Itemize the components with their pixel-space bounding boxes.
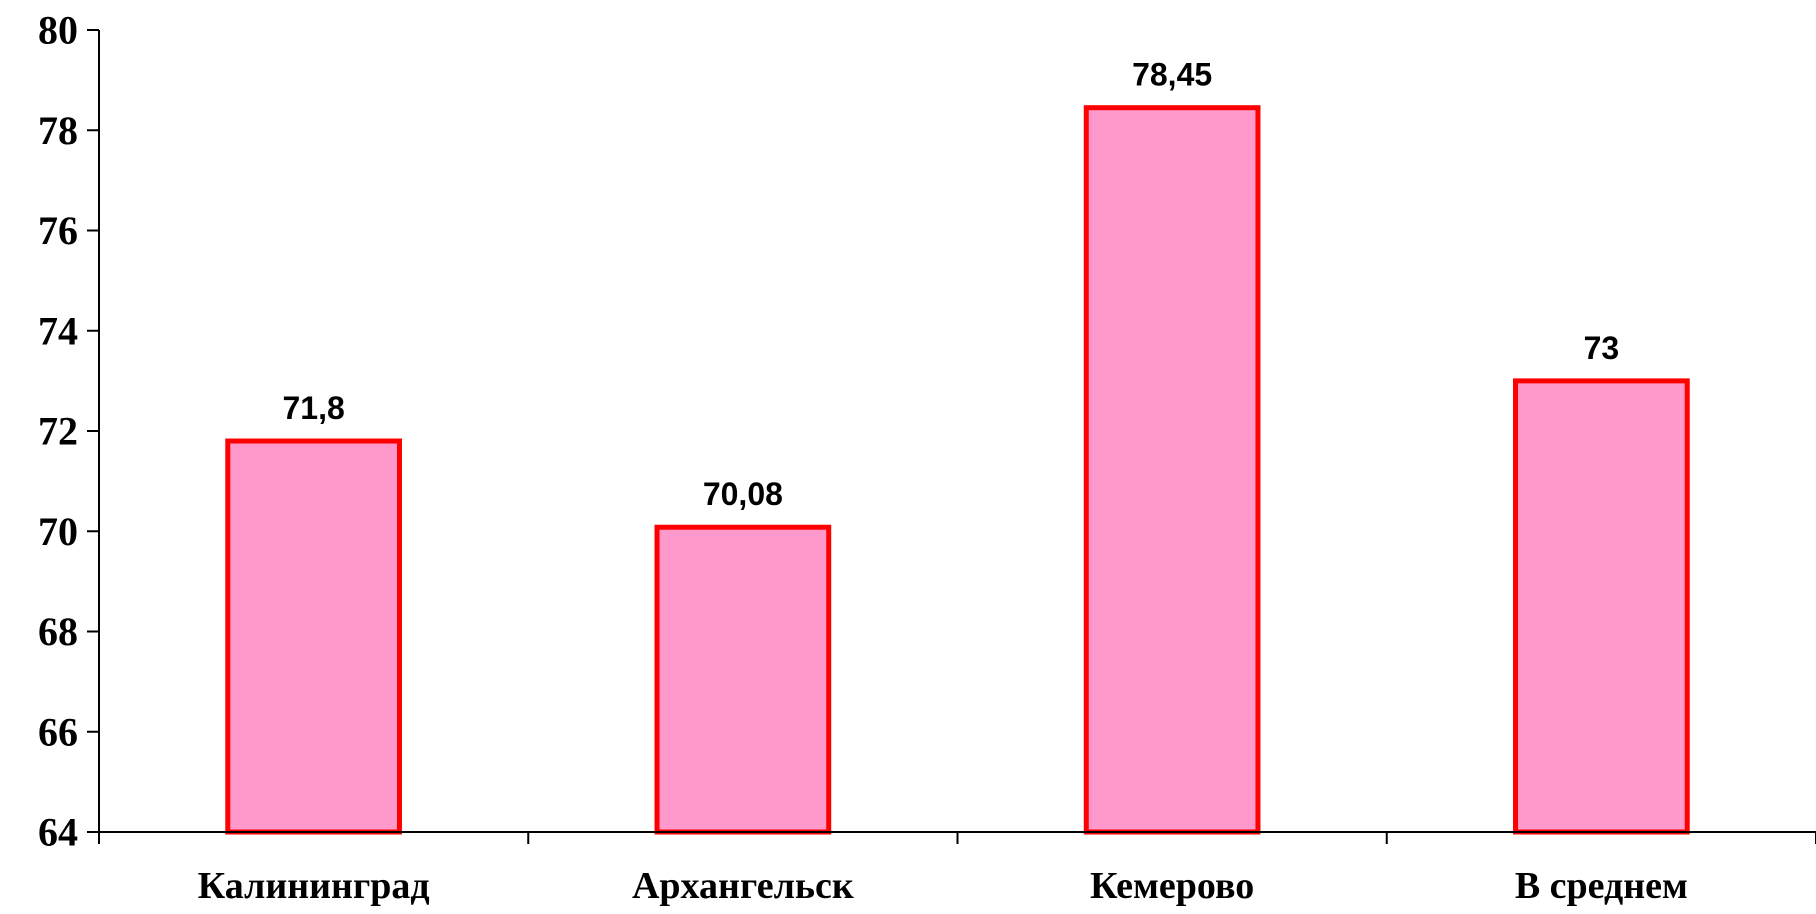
x-category-label: Архангельск: [632, 865, 854, 907]
y-tick-label: 70: [38, 509, 78, 554]
bars: [228, 108, 1687, 832]
y-tick-label: 78: [38, 108, 78, 153]
bar-1: [228, 441, 400, 832]
y-tick-label: 80: [38, 8, 78, 53]
data-label: 70,08: [703, 476, 783, 512]
bar-4: [1516, 381, 1688, 832]
data-labels: 71,8 70,08 78,45 73: [282, 57, 1619, 513]
y-axis-ticks: 64 66 68 70 72 74 76 78 80: [38, 8, 99, 855]
x-category-label: В среднем: [1515, 865, 1688, 907]
data-label: 73: [1584, 330, 1620, 366]
y-tick-label: 68: [38, 609, 78, 654]
y-tick-label: 64: [38, 810, 78, 855]
y-tick-label: 74: [38, 308, 78, 353]
x-category-label: Кемерово: [1090, 865, 1254, 907]
data-label: 71,8: [282, 390, 344, 426]
y-tick-label: 66: [38, 709, 78, 754]
x-category-label: Калининград: [198, 865, 430, 907]
y-tick-label: 72: [38, 409, 78, 454]
y-tick-label: 76: [38, 208, 78, 253]
bar-3: [1086, 108, 1258, 832]
x-axis-labels: Калининград Архангельск Кемерово В среднем: [198, 865, 1688, 907]
data-label: 78,45: [1132, 57, 1212, 93]
bar-2: [657, 527, 829, 832]
